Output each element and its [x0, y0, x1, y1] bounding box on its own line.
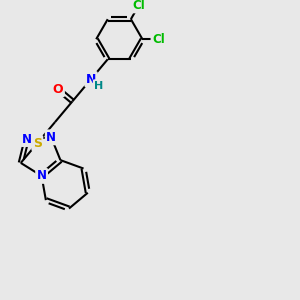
Text: Cl: Cl	[133, 0, 145, 12]
Text: N: N	[22, 133, 32, 146]
Text: N: N	[86, 73, 96, 86]
Text: O: O	[53, 83, 63, 96]
Text: Cl: Cl	[152, 33, 165, 46]
Text: N: N	[37, 169, 46, 182]
Text: S: S	[33, 136, 42, 150]
Text: N: N	[46, 131, 56, 144]
Text: H: H	[94, 81, 104, 91]
